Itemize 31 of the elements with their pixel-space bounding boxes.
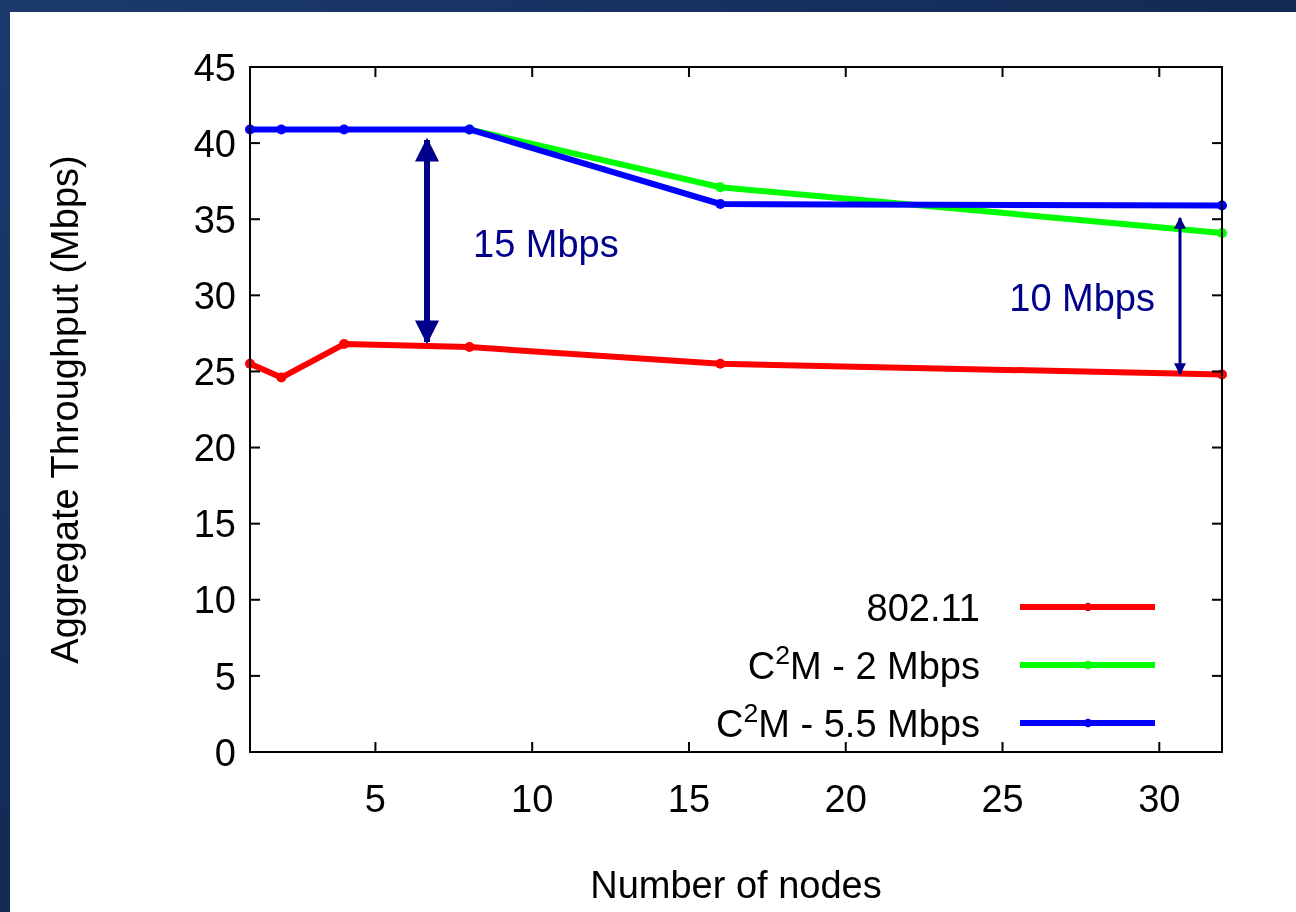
y-tick-label: 25	[193, 351, 236, 394]
annotation: 15 Mbps	[473, 222, 619, 265]
y-tick-label: 20	[193, 427, 236, 470]
y-tick-label: 30	[193, 275, 236, 318]
x-tick-label: 20	[824, 778, 867, 820]
point	[715, 358, 726, 369]
point	[339, 124, 350, 135]
y-tick-label: 35	[193, 198, 236, 241]
point	[715, 182, 726, 193]
x-tick-label: 30	[1138, 778, 1181, 820]
annotation: 10 Mbps	[1009, 276, 1155, 319]
x-tick-label: 10	[511, 778, 554, 820]
y-tick-label: 40	[193, 122, 236, 165]
point	[276, 372, 287, 383]
y-tick-label: 5	[214, 655, 236, 698]
x-tick-label: 5	[364, 778, 386, 820]
point	[464, 342, 475, 353]
legend-label: 802.11	[866, 586, 980, 629]
point	[715, 199, 726, 209]
x-tick-label: 25	[981, 778, 1024, 820]
x-tick-label: 15	[667, 778, 711, 820]
legend-label: C$^{2}$M - 2 Mbps	[747, 639, 980, 687]
y-tick-label: 10	[193, 579, 236, 622]
legend-label: C$^{2}$M - 5.5 Mbps	[716, 697, 980, 745]
y-tick-label: 45	[193, 46, 236, 89]
x-axis-title: Number of nodes	[590, 864, 882, 906]
y-tick-label: 0	[214, 731, 236, 774]
point	[339, 339, 350, 350]
y-tick-label: 15	[193, 503, 236, 546]
point	[276, 124, 287, 135]
y-axis-title: Aggregate Throughput (Mbps)	[44, 155, 86, 664]
